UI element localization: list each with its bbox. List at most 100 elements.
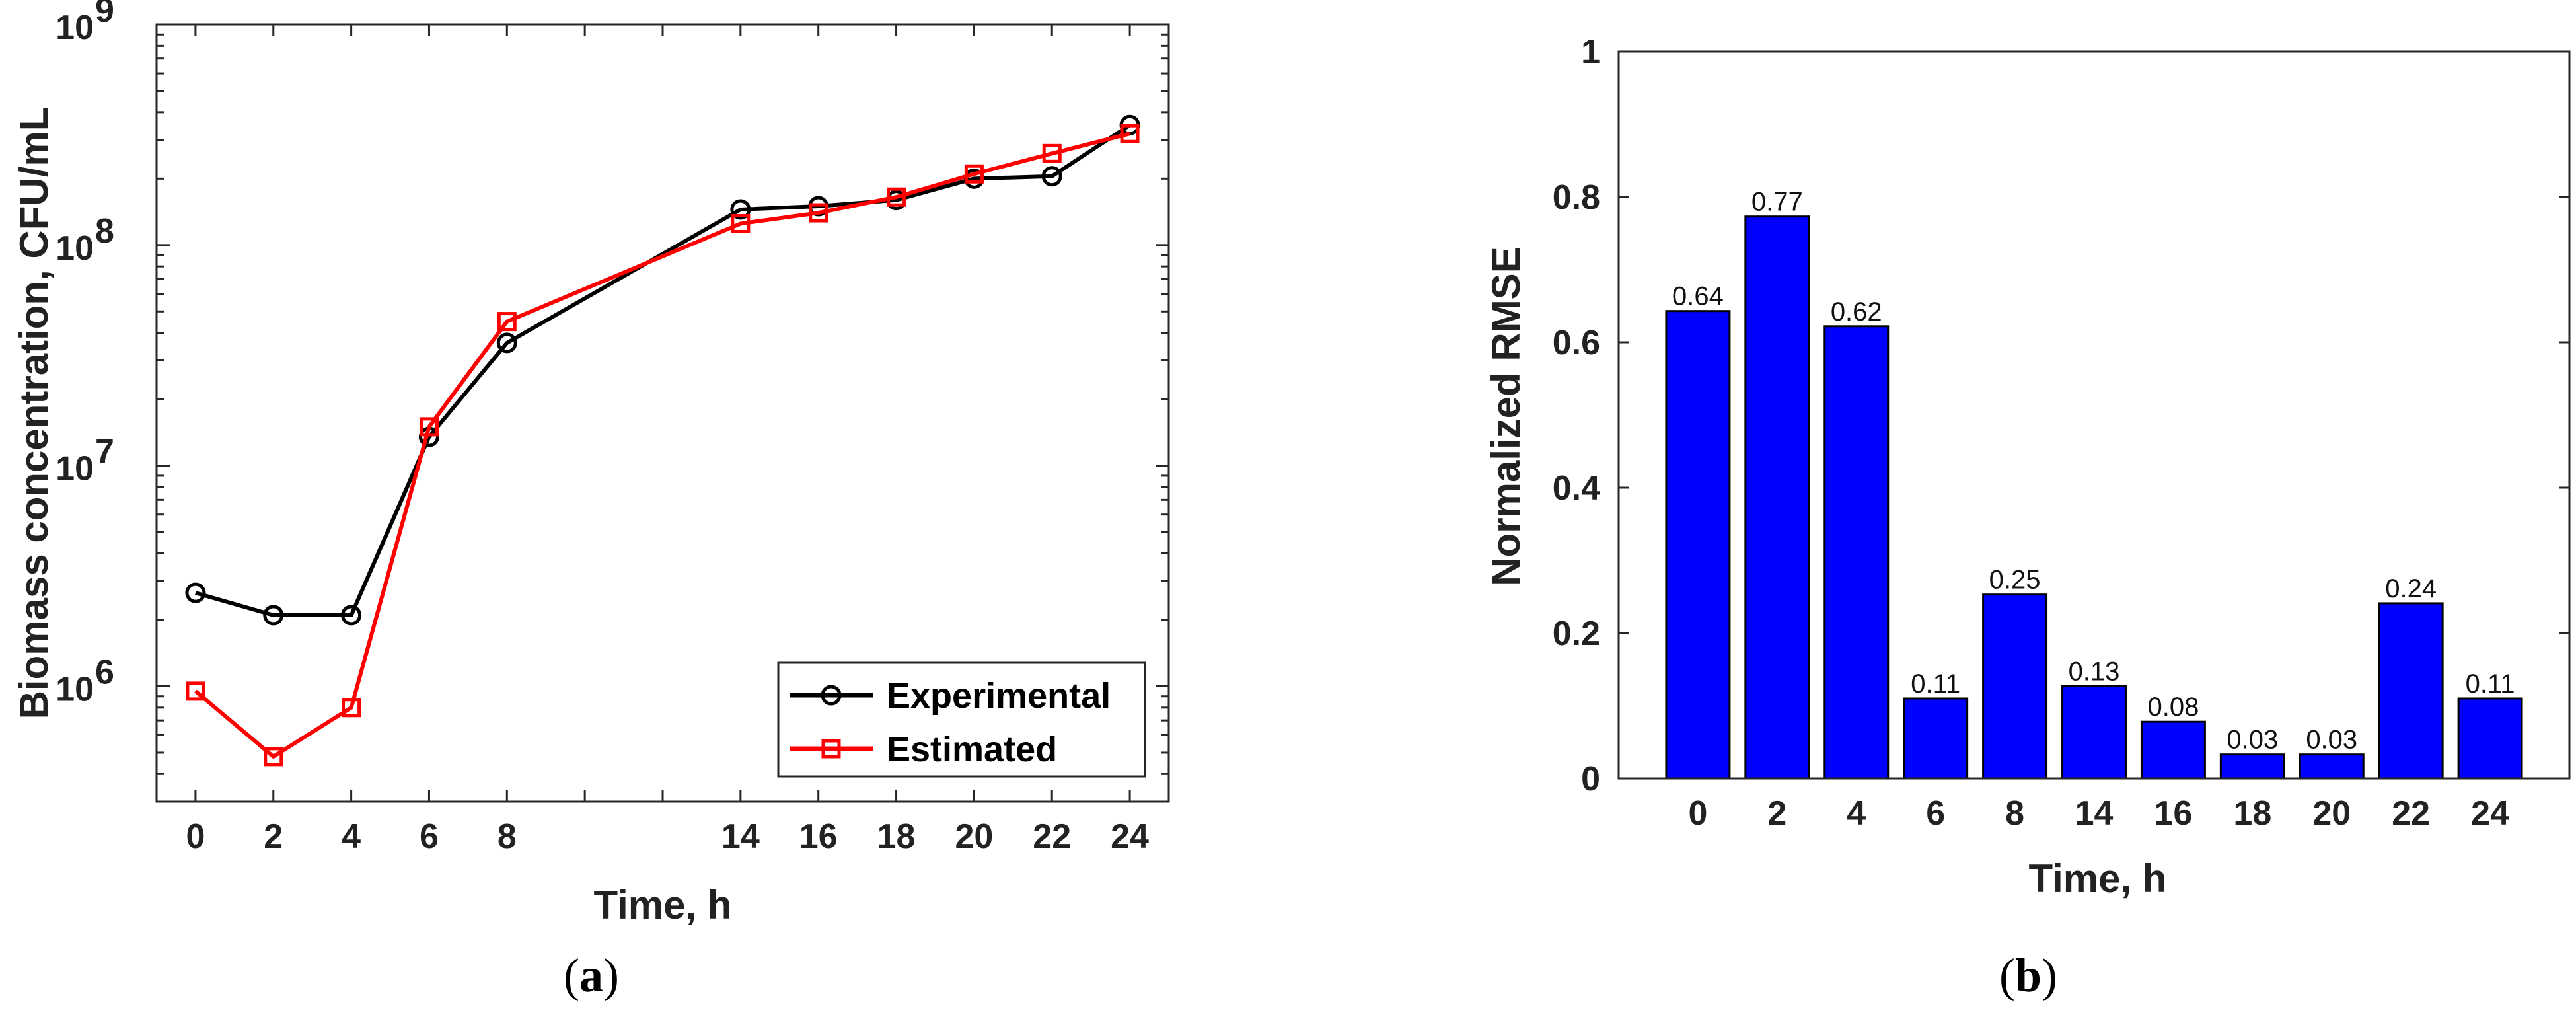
point-estimated: [964, 164, 984, 184]
point-experimental: [496, 332, 517, 354]
plot-a-legend: Experimental Estimated: [777, 661, 1146, 778]
bar-18: [2219, 753, 2285, 780]
point-experimental: [263, 605, 284, 626]
y-tick-exponent-a: 6: [95, 653, 114, 691]
plot-a-y-axis-label: Biomass concentration, CFU/mL: [12, 107, 56, 720]
data-label-20: 0.03: [2306, 726, 2357, 755]
series-line-estimated: [194, 132, 1130, 759]
panel-b-bar-chart: 0.640.770.620.110.250.130.080.03 0.030.24…: [1484, 33, 2571, 1002]
y-tick-label-b: 0.8: [1553, 178, 1600, 217]
bar-22: [2378, 602, 2444, 780]
y-tick-label-b: 0.2: [1553, 615, 1600, 653]
bar-24: [2457, 697, 2523, 780]
point-experimental: [1041, 166, 1062, 187]
x-tick-label-a: 24: [1111, 817, 1149, 856]
y-tick-label-a: 10: [55, 229, 94, 268]
y-tick-label-b: 0: [1581, 760, 1600, 798]
legend-label-experimental: Experimental: [887, 676, 1111, 716]
y-tick-label-b: 0.6: [1553, 324, 1600, 362]
plot-a-ticks: [157, 24, 1169, 803]
x-tick-label-b: 2: [1767, 794, 1786, 833]
plot-b-y-axis-label: Normalized RMSE: [1484, 246, 1528, 585]
x-tick-label-a: 14: [721, 817, 760, 856]
y-tick-label-a: 10: [55, 9, 94, 47]
point-estimated: [731, 213, 751, 233]
y-tick-label-b: 0.4: [1553, 469, 1600, 508]
x-tick-label-a: 16: [799, 817, 838, 856]
plot-b-frame: [1617, 50, 2571, 780]
data-label-14: 0.13: [2069, 657, 2120, 686]
plot-b-x-tick-labels: 0 2 4 6 8 14 16 18 20 22 24: [1688, 794, 2509, 833]
x-tick-label-b: 20: [2312, 794, 2351, 833]
plot-b-bars: [1665, 215, 2523, 780]
point-estimated: [809, 203, 828, 223]
panel-b-caption-letter: b: [2015, 949, 2042, 1002]
point-estimated: [1120, 124, 1140, 143]
plot-a-frame: [155, 23, 1170, 803]
plot-a-x-tick-labels: 0 2 4 6 8 14 16 18 20 22 24: [186, 817, 1149, 856]
legend-marker-estimated: [821, 739, 841, 759]
y-tick-label-a: 10: [55, 670, 94, 708]
x-tick-label-a: 6: [420, 817, 439, 856]
x-tick-label-a: 4: [342, 817, 361, 856]
x-tick-label-a: 20: [955, 817, 993, 856]
panel-b-caption-close: ): [2042, 949, 2057, 1002]
x-tick-label-b: 0: [1688, 794, 1707, 833]
bar-14: [2061, 685, 2127, 780]
bar-4: [1823, 325, 1890, 780]
data-label-22: 0.24: [2385, 574, 2437, 603]
point-estimated: [419, 417, 439, 437]
legend-label-estimated: Estimated: [887, 730, 1057, 769]
x-tick-label-b: 24: [2471, 794, 2509, 833]
point-estimated: [1042, 143, 1062, 163]
y-tick-label-b: 1: [1581, 33, 1600, 71]
point-estimated: [497, 312, 517, 332]
x-tick-label-b: 18: [2233, 794, 2271, 833]
plot-b-y-tick-labels: 0 0.2 0.4 0.6 0.8 1: [1553, 33, 1600, 798]
x-tick-label-a: 18: [877, 817, 916, 856]
point-experimental: [730, 199, 751, 220]
point-estimated: [186, 681, 205, 701]
x-tick-label-b: 4: [1847, 794, 1866, 833]
data-label-4: 0.62: [1831, 297, 1882, 326]
panel-b-caption: (b): [1999, 949, 2057, 1002]
x-tick-label-a: 8: [497, 817, 517, 856]
data-label-6: 0.11: [1911, 669, 1960, 698]
x-tick-label-b: 8: [2005, 794, 2024, 833]
x-tick-label-b: 22: [2392, 794, 2430, 833]
point-estimated: [342, 698, 361, 718]
bar-2: [1744, 215, 1810, 780]
legend-marker-experimental: [821, 685, 842, 706]
point-estimated: [264, 747, 283, 767]
panel-a-caption-letter: a: [579, 949, 603, 1002]
x-tick-label-b: 16: [2154, 794, 2192, 833]
bar-20: [2299, 753, 2365, 780]
data-label-2: 0.77: [1751, 188, 1803, 217]
data-label-8: 0.25: [1989, 566, 2041, 595]
y-tick-label-a: 10: [55, 450, 94, 488]
bar-8: [1982, 593, 2048, 780]
y-tick-exponent-a: 7: [95, 433, 114, 471]
point-estimated: [887, 187, 906, 207]
panel-a-caption-open: (: [564, 949, 579, 1002]
data-label-18: 0.03: [2226, 726, 2278, 755]
x-tick-label-b: 14: [2075, 794, 2114, 833]
panel-b-caption-open: (: [1999, 949, 2015, 1002]
panel-a-caption: (a): [564, 949, 619, 1002]
x-tick-label-b: 6: [1926, 794, 1945, 833]
plot-a-x-axis-label: Time, h: [594, 883, 732, 927]
point-experimental: [185, 582, 206, 603]
bar-0: [1665, 310, 1731, 780]
y-tick-exponent-a: 8: [95, 212, 114, 250]
bar-16: [2140, 720, 2206, 780]
panel-a-caption-close: ): [603, 949, 619, 1002]
x-tick-label-a: 22: [1033, 817, 1071, 856]
bar-6: [1903, 697, 1969, 780]
plot-b-x-axis-label: Time, h: [2029, 856, 2167, 901]
y-tick-exponent-a: 9: [95, 0, 114, 30]
data-label-24: 0.11: [2466, 669, 2515, 698]
point-experimental: [341, 605, 362, 626]
